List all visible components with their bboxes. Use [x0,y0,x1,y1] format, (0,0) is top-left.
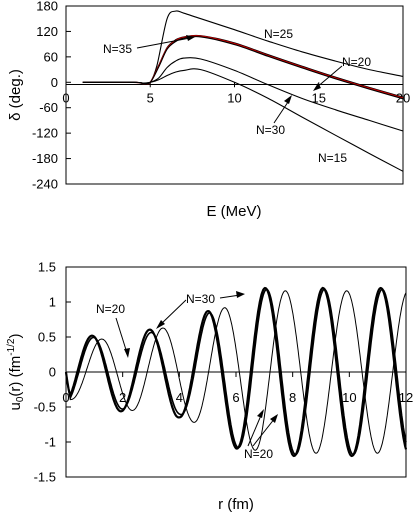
wave-line-1 [65,288,407,456]
annotation-n20-top: N=20 [96,302,125,316]
arrowhead-n30-b [236,291,245,298]
y-axis-label: δ (deg.) [7,69,24,121]
x-axis-label: E (MeV) [206,203,261,220]
annotation-n30: N=30 [256,123,285,137]
annotation-n20: N=20 [342,55,371,69]
x-tick-label: 12 [399,390,413,405]
y-tick-label: 180 [36,0,58,14]
arrowhead-n20-bottom-a [270,414,278,423]
arrowhead-n30-a [156,320,165,329]
arrow-n35 [136,37,191,49]
x-tick-label: 6 [232,390,239,405]
y-tick-label: -0.5 [34,400,56,415]
arrowhead-n20 [313,83,321,91]
annotation-n35: N=35 [103,42,132,56]
y-tick-label: -120 [32,126,58,141]
y-tick-label: -1 [44,435,56,450]
x-tick-label: 0 [62,390,69,405]
series-line-5 [82,68,404,172]
arrow-n20 [315,65,343,89]
annotation-n25: N=25 [264,27,293,41]
x-tick-label: 2 [119,390,126,405]
arrow-n20-top [115,317,128,354]
arrowhead-n35 [186,35,195,41]
arrowhead-n30 [284,95,292,104]
wave-line-2 [65,290,407,454]
annotation-n20-bottom: N=20 [244,447,273,461]
arrowhead-n20-top [124,348,130,358]
x-axis-label: r (fm) [218,496,254,513]
wave-line-0 [64,286,408,458]
series-line-3 [82,36,404,100]
wavefunction-chart: 1.5 1 0.5 0 -0.5 -1 -1.5 0 2 4 6 8 10 12 u0(r) (fm-1… [6,260,413,514]
x-tick-label: 0 [62,90,69,105]
x-tick-label: 8 [289,390,296,405]
x-tick-label: 10 [227,90,241,105]
annotation-n15: N=15 [318,151,347,165]
arrow-n30-a [159,299,187,326]
plot-frame [65,5,404,185]
y-tick-label: -240 [32,177,58,192]
y-tick-label: 120 [36,24,58,39]
x-tick-label: 10 [342,390,356,405]
y-tick-label: 1.5 [38,260,56,275]
y-axis-label: u0(r) (fm-1/2) [6,334,26,411]
x-tick-label: 4 [176,390,183,405]
arrow-n20-bottom-b [247,412,263,447]
y-tick-label: 1 [49,295,56,310]
y-tick-label: -60 [39,100,58,115]
y-tick-label: 60 [44,49,58,64]
annotation-n30: N=30 [186,292,215,306]
y-tick-label: 0 [49,365,56,380]
x-tick-label: 5 [147,90,154,105]
y-tick-label: -180 [32,151,58,166]
y-tick-label: -1.5 [34,470,56,485]
y-tick-label: 0 [51,75,58,90]
x-tick-label: 15 [312,90,326,105]
arrowhead-n20-bottom-b [257,409,264,418]
arrow-n20-bottom-a [252,417,276,447]
y-tick-label: 0.5 [38,330,56,345]
